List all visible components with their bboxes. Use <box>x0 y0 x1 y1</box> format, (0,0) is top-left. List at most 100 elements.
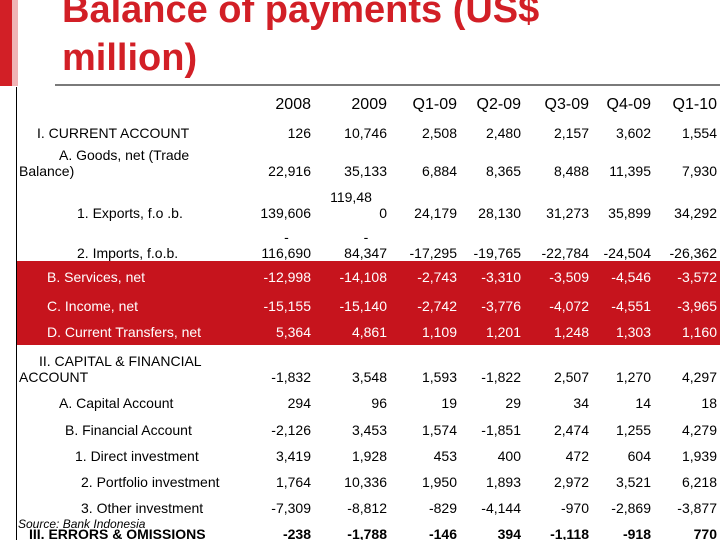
table-cell: 2,972 <box>553 474 589 490</box>
table-row-highlight: D. Current Transfers, net 5,364 4,861 1,… <box>17 319 720 345</box>
table-cell: -3,572 <box>655 261 720 293</box>
column-header: Q1-09 <box>412 96 457 113</box>
table-row-highlight: B. Services, net -12,998 -14,108 -2,743 … <box>17 261 720 293</box>
table-cell: 29 <box>505 395 521 411</box>
table-cell: -12,998 <box>232 261 315 293</box>
table-cell: 1,939 <box>681 448 717 464</box>
row-label: C. Income, net <box>17 293 232 319</box>
cell-part: - <box>363 229 369 245</box>
table-cell: 4,279 <box>681 422 717 438</box>
table-cell: 22,916 <box>268 163 311 179</box>
cell-part: 0 <box>379 205 387 221</box>
row-label: D. Current Transfers, net <box>17 319 232 345</box>
table-cell: -7,309 <box>271 500 311 516</box>
row-label: A. Goods, net (Trade Balance) <box>19 147 190 179</box>
table-cell: -3,965 <box>655 293 720 319</box>
table-cell: 10,746 <box>344 125 387 141</box>
row-label: 3. Other investment <box>81 500 204 516</box>
table-cell: -3,509 <box>525 261 593 293</box>
title-line-1: Balance of payments (US$ <box>62 0 540 31</box>
table-cell: 19 <box>441 395 457 411</box>
table-cell: 5,364 <box>232 319 315 345</box>
row-label: B. Services, net <box>17 261 232 293</box>
column-header: Q3-09 <box>544 96 589 113</box>
table-cell-split: 119,48 0 <box>315 179 391 221</box>
balance-of-payments-table: 2008 2009 Q1-09 Q2-09 Q3-09 Q4-09 Q1-10 … <box>17 87 720 540</box>
table-cell: -146 <box>428 526 457 540</box>
row-label: 1. Exports, f.o .b. <box>77 205 183 221</box>
table-cell: -829 <box>428 500 457 516</box>
table-cell: 604 <box>627 448 651 464</box>
table-cell: 1,764 <box>275 474 311 490</box>
table-cell: 400 <box>497 448 521 464</box>
table-cell: 3,548 <box>351 369 387 385</box>
table-cell: 294 <box>287 395 311 411</box>
row-label: 2. Imports, f.o.b. <box>77 245 179 261</box>
cell-part: - <box>284 229 289 245</box>
table-cell: 2,507 <box>553 369 589 385</box>
row-label: 2. Portfolio investment <box>81 474 220 490</box>
table-cell: 3,521 <box>615 474 651 490</box>
table-cell: -24,504 <box>603 245 651 261</box>
table-cell: -3,877 <box>677 500 717 516</box>
table-cell: 1,248 <box>525 319 593 345</box>
table-cell: -2,126 <box>271 422 311 438</box>
table-cell: 4,297 <box>681 369 717 385</box>
table-cell: -17,295 <box>409 245 457 261</box>
table-cell: 10,336 <box>344 474 387 490</box>
table-cell: -2,742 <box>391 293 461 319</box>
table-row: 2. Portfolio investment 1,764 10,336 1,9… <box>17 464 720 490</box>
table-cell: 1,928 <box>351 448 387 464</box>
table-row-highlight: C. Income, net -15,155 -15,140 -2,742 -3… <box>17 293 720 319</box>
column-header: Q4-09 <box>606 96 651 113</box>
table-cell: -4,546 <box>593 261 655 293</box>
table-cell: 31,273 <box>546 205 589 221</box>
table-cell: 34 <box>573 395 589 411</box>
table-cell: 1,303 <box>593 319 655 345</box>
table-row: 1. Direct investment 3,419 1,928 453 400… <box>17 438 720 464</box>
table-cell: -15,155 <box>232 293 315 319</box>
table-row: 3. Other investment -7,309 -8,812 -829 -… <box>17 490 720 516</box>
table-cell: -14,108 <box>315 261 391 293</box>
table-cell: 1,950 <box>421 474 457 490</box>
table-cell: -15,140 <box>315 293 391 319</box>
table-cell: -4,551 <box>593 293 655 319</box>
table-cell: 6,884 <box>421 163 457 179</box>
table-cell: -2,869 <box>611 500 651 516</box>
table-cell: -4,144 <box>481 500 521 516</box>
table-cell: -238 <box>282 526 311 540</box>
table-cell: 2,157 <box>553 125 589 141</box>
table-cell: -19,765 <box>473 245 521 261</box>
table-cell: 18 <box>701 395 717 411</box>
row-label: I. CURRENT ACCOUNT <box>37 125 190 141</box>
column-header: 2009 <box>351 96 387 113</box>
table-cell: -1,822 <box>481 369 521 385</box>
table-cell: 1,593 <box>421 369 457 385</box>
table-cell: 1,109 <box>391 319 461 345</box>
table-cell: 2,508 <box>421 125 457 141</box>
table-cell: 3,419 <box>275 448 311 464</box>
row-label: 1. Direct investment <box>75 448 199 464</box>
table-cell: 1,554 <box>681 125 717 141</box>
row-label: II. CAPITAL & FINANCIAL ACCOUNT <box>19 353 202 385</box>
balance-table-container: 2008 2009 Q1-09 Q2-09 Q3-09 Q4-09 Q1-10 … <box>16 87 720 540</box>
table-cell: -2,743 <box>391 261 461 293</box>
table-cell: 14 <box>635 395 651 411</box>
table-cell: 11,395 <box>609 163 651 179</box>
table-cell: -1,851 <box>481 422 521 438</box>
table-cell: -1,788 <box>347 526 387 540</box>
table-cell: -918 <box>622 526 651 540</box>
title-line-2: million) <box>62 37 198 79</box>
table-cell: 96 <box>371 395 387 411</box>
table-row: III. ERRORS & OMISSIONS -238 -1,788 -146… <box>17 516 720 540</box>
table-cell: 7,930 <box>681 163 717 179</box>
table-cell: 2,480 <box>485 125 521 141</box>
table-row: B. Financial Account -2,126 3,453 1,574 … <box>17 411 720 438</box>
table-cell: -1,118 <box>550 526 589 540</box>
table-row: 1. Exports, f.o .b. 139,606 119,48 0 24,… <box>17 179 720 221</box>
table-cell-split: - 84,347 <box>315 221 391 261</box>
table-cell: 1,893 <box>485 474 521 490</box>
row-label: A. Capital Account <box>59 395 174 411</box>
table-row: A. Goods, net (Trade Balance) 22,916 35,… <box>17 141 720 179</box>
header-row: 2008 2009 Q1-09 Q2-09 Q3-09 Q4-09 Q1-10 <box>17 87 720 123</box>
